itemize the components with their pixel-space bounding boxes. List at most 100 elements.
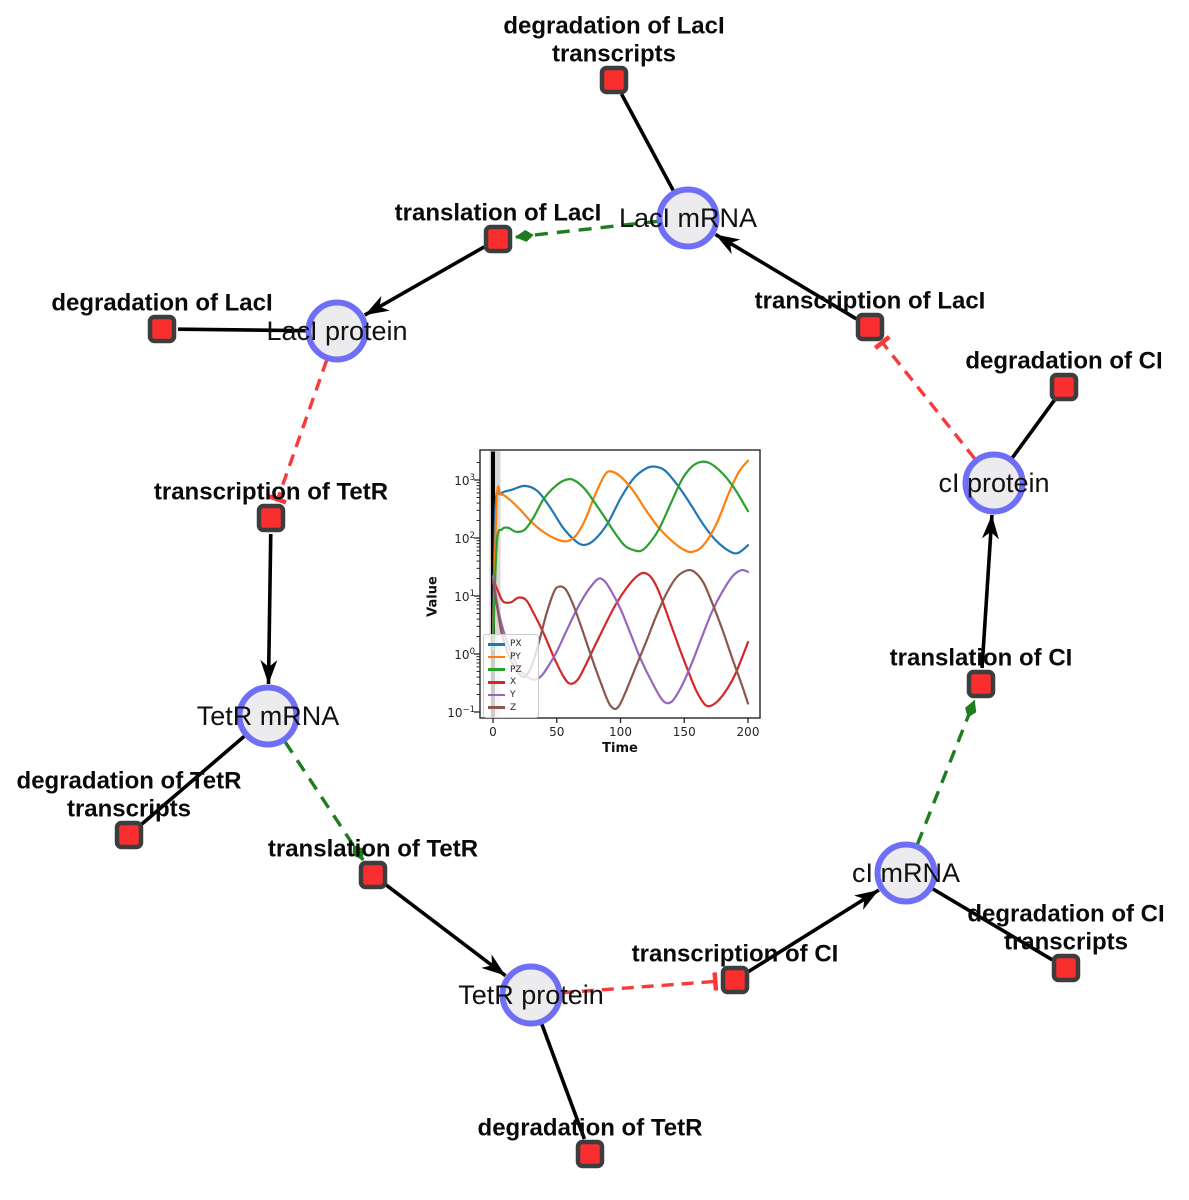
edge-inhibition-cI_protein-to-transcr_lacI[interactable]	[873, 335, 977, 460]
reaction-label-transl_lacI-line0: translation of LacI	[395, 200, 602, 227]
legend-swatch-X	[488, 681, 505, 684]
y-tick-base: 10	[454, 590, 470, 604]
plot-legend: PX PY PZ X Y Z	[483, 634, 539, 719]
reaction-label-deg_lacI-line0: degradation of LacI	[51, 290, 272, 317]
edge-production-transcr_lacI-to-lacI_mRNA[interactable]	[714, 232, 858, 321]
reaction-node-deg_lacI_tr[interactable]	[599, 65, 629, 95]
nodes-layer	[114, 65, 1081, 1169]
edge-production-transcr_cI-to-cI_mRNA[interactable]	[747, 888, 880, 974]
reaction-node-transcr_tetR[interactable]	[256, 503, 286, 533]
edge-production-transl_lacI-to-lacI_protein[interactable]	[363, 245, 486, 317]
edge-inhibition-lacI_protein-to-transcr_tetR[interactable]	[268, 359, 329, 505]
legend-swatch-PY	[488, 655, 505, 659]
x-tick-label: 50	[549, 725, 565, 739]
reaction-node-deg_tetR[interactable]	[575, 1139, 605, 1169]
y-tick-exponent: 2	[469, 531, 475, 541]
y-tick-base: 10	[447, 706, 463, 720]
species-node-lacI_protein[interactable]	[305, 299, 369, 363]
inset-plot: Time Value 0 50 100 150 200 103 102 101 100 10−1…	[425, 438, 770, 763]
y-tick-base: 10	[454, 474, 470, 488]
edge-modifier-tetR_mRNA-to-transl_tetR[interactable]	[283, 740, 365, 861]
reaction-node-transl_lacI[interactable]	[483, 224, 513, 254]
series-line-PY	[491, 459, 750, 645]
series-line-PX	[491, 465, 750, 638]
reaction-node-transcr_cI[interactable]	[720, 965, 750, 995]
species-node-tetR_mRNA[interactable]	[236, 684, 300, 748]
legend-swatch-Z	[488, 706, 505, 710]
legend-item-PX: PX	[488, 638, 534, 651]
y-tick-exponent: 0	[469, 647, 475, 657]
edge-plain-lacI_protein-to-deg_lacI[interactable]	[177, 327, 307, 333]
legend-item-Y: Y	[488, 689, 534, 702]
legend-item-PY: PY	[488, 651, 534, 664]
y-tick-label: 100	[425, 645, 475, 662]
plot-canvas	[474, 449, 761, 723]
reaction-node-transl_cI[interactable]	[966, 669, 996, 699]
species-label-tetR_protein: TetR protein	[458, 980, 604, 1010]
species-node-lacI_mRNA[interactable]	[656, 186, 720, 250]
reaction-label-transl_cI-line0: translation of CI	[890, 645, 1073, 672]
y-tick-label: 102	[425, 529, 475, 546]
edges-layer	[139, 93, 1057, 1140]
species-node-tetR_protein[interactable]	[499, 963, 563, 1027]
species-label-cI_mRNA: cI mRNA	[852, 858, 960, 888]
y-tick-label: 101	[425, 587, 475, 604]
species-node-cI_protein[interactable]	[962, 451, 1026, 515]
legend-swatch-PZ	[488, 668, 505, 672]
legend-label: Y	[510, 690, 516, 701]
reaction-label-deg_lacI_tr-line1: transcripts	[552, 41, 676, 68]
species-node-cI_mRNA[interactable]	[874, 841, 938, 905]
reaction-label-deg_tetR_tr-line1: transcripts	[67, 796, 191, 823]
x-tick-label: 200	[736, 725, 760, 739]
reaction-node-transcr_lacI[interactable]	[855, 312, 885, 342]
legend-label: PX	[510, 639, 522, 650]
y-tick-exponent: 3	[469, 473, 475, 483]
edge-plain-cI_protein-to-deg_cI[interactable]	[1010, 398, 1057, 460]
legend-item-X: X	[488, 676, 534, 689]
reaction-label-deg_tetR-line0: degradation of TetR	[478, 1115, 703, 1142]
reaction-node-deg_cI[interactable]	[1049, 372, 1079, 402]
reaction-label-transcr_cI-line0: transcription of CI	[632, 941, 839, 968]
legend-item-PZ: PZ	[488, 663, 534, 676]
legend-swatch-PX	[488, 643, 505, 646]
edge-plain-cI_mRNA-to-deg_cI_tr[interactable]	[931, 887, 1054, 962]
x-tick-label: 0	[489, 725, 497, 739]
edge-production-transl_tetR-to-tetR_protein[interactable]	[384, 883, 507, 978]
reaction-label-deg_cI-line0: degradation of CI	[965, 348, 1162, 375]
y-tick-label: 103	[425, 471, 475, 488]
edge-plain-tetR_protein-to-deg_tetR[interactable]	[540, 1023, 587, 1140]
reaction-label-transcr_tetR-line0: transcription of TetR	[154, 479, 388, 506]
legend-item-Z: Z	[488, 701, 534, 714]
edge-plain-deg_lacI_tr-to-lacI_mRNA[interactable]	[619, 93, 675, 192]
series-line-PZ	[491, 460, 750, 651]
legend-label: Z	[510, 702, 517, 713]
edge-modifier-lacI_mRNA-to-transl_lacI[interactable]	[514, 219, 658, 242]
x-tick-label: 100	[609, 725, 632, 739]
reaction-label-deg_cI_tr-line1: transcripts	[1004, 929, 1128, 956]
reaction-node-deg_cI_tr[interactable]	[1051, 953, 1081, 983]
legend-label: PY	[510, 652, 521, 663]
y-tick-base: 10	[454, 532, 470, 546]
reaction-node-deg_lacI[interactable]	[147, 314, 177, 344]
x-axis-label: Time	[602, 741, 638, 756]
edge-plain-tetR_mRNA-to-deg_tetR_tr[interactable]	[139, 734, 246, 826]
y-tick-exponent: −1	[462, 705, 475, 715]
species-label-lacI_mRNA: LacI mRNA	[619, 203, 757, 233]
edge-production-transl_cI-to-cI_protein[interactable]	[980, 514, 999, 669]
reaction-node-transl_tetR[interactable]	[358, 860, 388, 890]
reaction-label-transl_tetR-line0: translation of TetR	[268, 836, 478, 863]
reaction-label-transcr_lacI-line0: transcription of LacI	[755, 288, 986, 315]
legend-label: X	[510, 677, 517, 688]
labels-layer: degradation of LacItranscriptstranslatio…	[17, 13, 1165, 1142]
edge-modifier-cI_mRNA-to-transl_cI[interactable]	[915, 699, 977, 845]
legend-swatch-Y	[488, 693, 505, 697]
reaction-label-deg_lacI_tr-line0: degradation of LacI	[503, 13, 724, 40]
species-label-cI_protein: cI protein	[938, 468, 1049, 498]
species-label-lacI_protein: LacI protein	[266, 316, 407, 346]
legend-label: PZ	[510, 664, 522, 675]
reaction-node-deg_tetR_tr[interactable]	[114, 820, 144, 850]
reaction-label-deg_cI_tr-line0: degradation of CI	[967, 901, 1164, 928]
edge-inhibition-tetR_protein-to-transcr_cI[interactable]	[561, 972, 719, 995]
edge-production-transcr_tetR-to-tetR_mRNA[interactable]	[260, 533, 278, 685]
